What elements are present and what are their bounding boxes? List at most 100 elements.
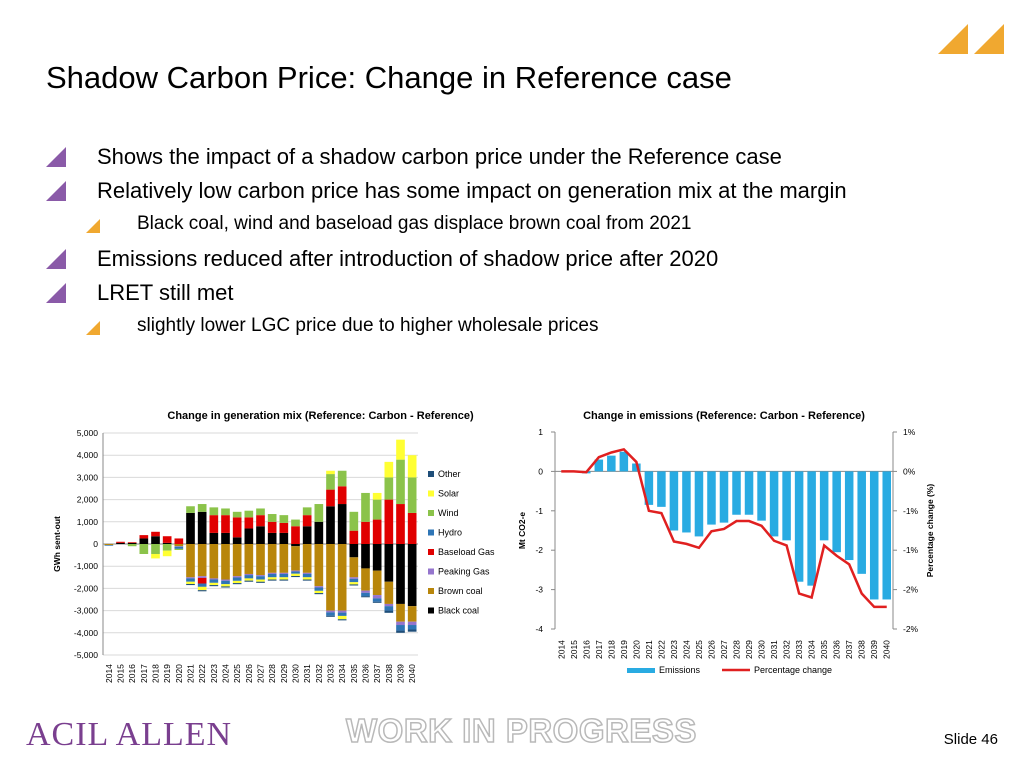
bar-segment (209, 507, 219, 516)
x-tick-label: 2030 (291, 664, 301, 683)
x-tick-label: 2019 (162, 664, 172, 683)
bar-segment (209, 515, 219, 533)
legend-label: Black coal (438, 606, 479, 616)
x-tick-label: 2014 (556, 640, 566, 659)
bar-segment (244, 544, 254, 574)
bar-segment (267, 521, 277, 533)
bar-segment (349, 582, 359, 585)
x-tick-label: 2037 (372, 664, 382, 683)
bullet-triangle-icon (46, 249, 66, 269)
bar-segment (151, 544, 160, 554)
x-tick-label: 2021 (644, 640, 654, 659)
bar-segment (279, 522, 289, 533)
emissions-bar (732, 471, 741, 515)
bar-segment (209, 582, 219, 586)
bar-segment (174, 538, 184, 544)
bar-segment (244, 528, 254, 544)
bar-segment (244, 517, 254, 529)
watermark: WORK IN PROGRESS (345, 711, 697, 750)
y-tick-label: -3 (535, 585, 543, 595)
bar-segment (221, 584, 230, 587)
bar-segment (407, 629, 417, 632)
bar-segment (349, 578, 359, 583)
legend-swatch (428, 490, 434, 497)
x-tick-label: 2032 (314, 664, 324, 683)
emissions-bar (607, 455, 616, 472)
bar-segment (314, 590, 324, 594)
y-tick-label: 1,000 (77, 517, 99, 527)
emissions-bar (844, 471, 854, 561)
bar-segment (127, 542, 137, 543)
bullet-item: LRET still met (46, 279, 946, 307)
bar-segment (361, 544, 370, 569)
bar-segment (162, 536, 172, 543)
x-tick-label: 2016 (581, 640, 591, 659)
bar-segment (314, 521, 324, 544)
bar-segment (407, 606, 417, 622)
bar-segment (221, 580, 230, 585)
x-tick-label: 2023 (209, 664, 219, 683)
x-tick-label: 2031 (302, 664, 312, 683)
bar-segment (326, 506, 335, 544)
bar-segment (361, 590, 370, 593)
x-tick-label: 2039 (396, 664, 406, 683)
bar-segment (396, 459, 405, 505)
bar-segment (221, 586, 230, 588)
y-tick-label: -4,000 (74, 628, 98, 638)
y2-tick-label: 0% (903, 466, 916, 476)
bar-segment (291, 544, 300, 547)
corner-logo-icon (938, 24, 1004, 54)
bar-segment (232, 544, 242, 577)
bar-segment (349, 544, 359, 558)
bar-segment (337, 504, 347, 544)
bar-segment (256, 576, 265, 580)
bar-segment (139, 538, 149, 544)
bar-segment (197, 576, 207, 578)
bar-segment (384, 477, 394, 500)
x-tick-label: 2027 (256, 664, 266, 683)
bar-segment (256, 515, 265, 527)
y-tick-label: -2 (535, 545, 543, 555)
bar-segment (361, 592, 370, 597)
bar-segment (209, 532, 219, 544)
bar-segment (256, 575, 265, 577)
bar-segment (197, 590, 207, 592)
bar-segment (104, 544, 114, 546)
x-tick-label: 2025 (232, 664, 242, 683)
x-tick-label: 2039 (869, 640, 879, 659)
bar-segment (361, 492, 370, 522)
bar-segment (174, 546, 184, 547)
bar-segment (197, 577, 207, 584)
legend-swatch (428, 588, 434, 594)
emissions-bar (807, 471, 816, 586)
bar-segment (267, 532, 277, 544)
x-tick-label: 2018 (606, 640, 616, 659)
emissions-bar (769, 471, 779, 537)
bar-segment (337, 470, 347, 487)
y2-axis-label: Percentage change (%) (925, 484, 935, 578)
legend-swatch (428, 549, 434, 555)
y-tick-label: 4,000 (77, 450, 99, 460)
x-tick-label: 2015 (569, 640, 579, 659)
bar-segment (232, 576, 242, 578)
bar-segment (407, 512, 417, 544)
bar-segment (244, 575, 254, 579)
y-tick-label: 2,000 (77, 495, 99, 505)
x-tick-label: 2017 (139, 664, 149, 683)
bar-segment (209, 585, 219, 587)
legend-label: Brown coal (438, 586, 483, 596)
bar-segment (162, 542, 172, 544)
legend-swatch (428, 471, 434, 477)
bar-segment (256, 526, 265, 544)
bar-segment (267, 579, 277, 581)
legend-label: Baseload Gas (438, 547, 495, 557)
legend-label: Solar (438, 489, 459, 499)
bullet-item: Relatively low carbon price has some imp… (46, 177, 946, 205)
legend-label: Peaking Gas (438, 567, 490, 577)
bullet-text: Relatively low carbon price has some imp… (97, 178, 847, 203)
bar-segment (372, 595, 382, 599)
emissions-bar (744, 471, 754, 515)
bar-segment (302, 515, 312, 527)
emissions-bar (657, 471, 666, 507)
bar-segment (209, 544, 219, 579)
